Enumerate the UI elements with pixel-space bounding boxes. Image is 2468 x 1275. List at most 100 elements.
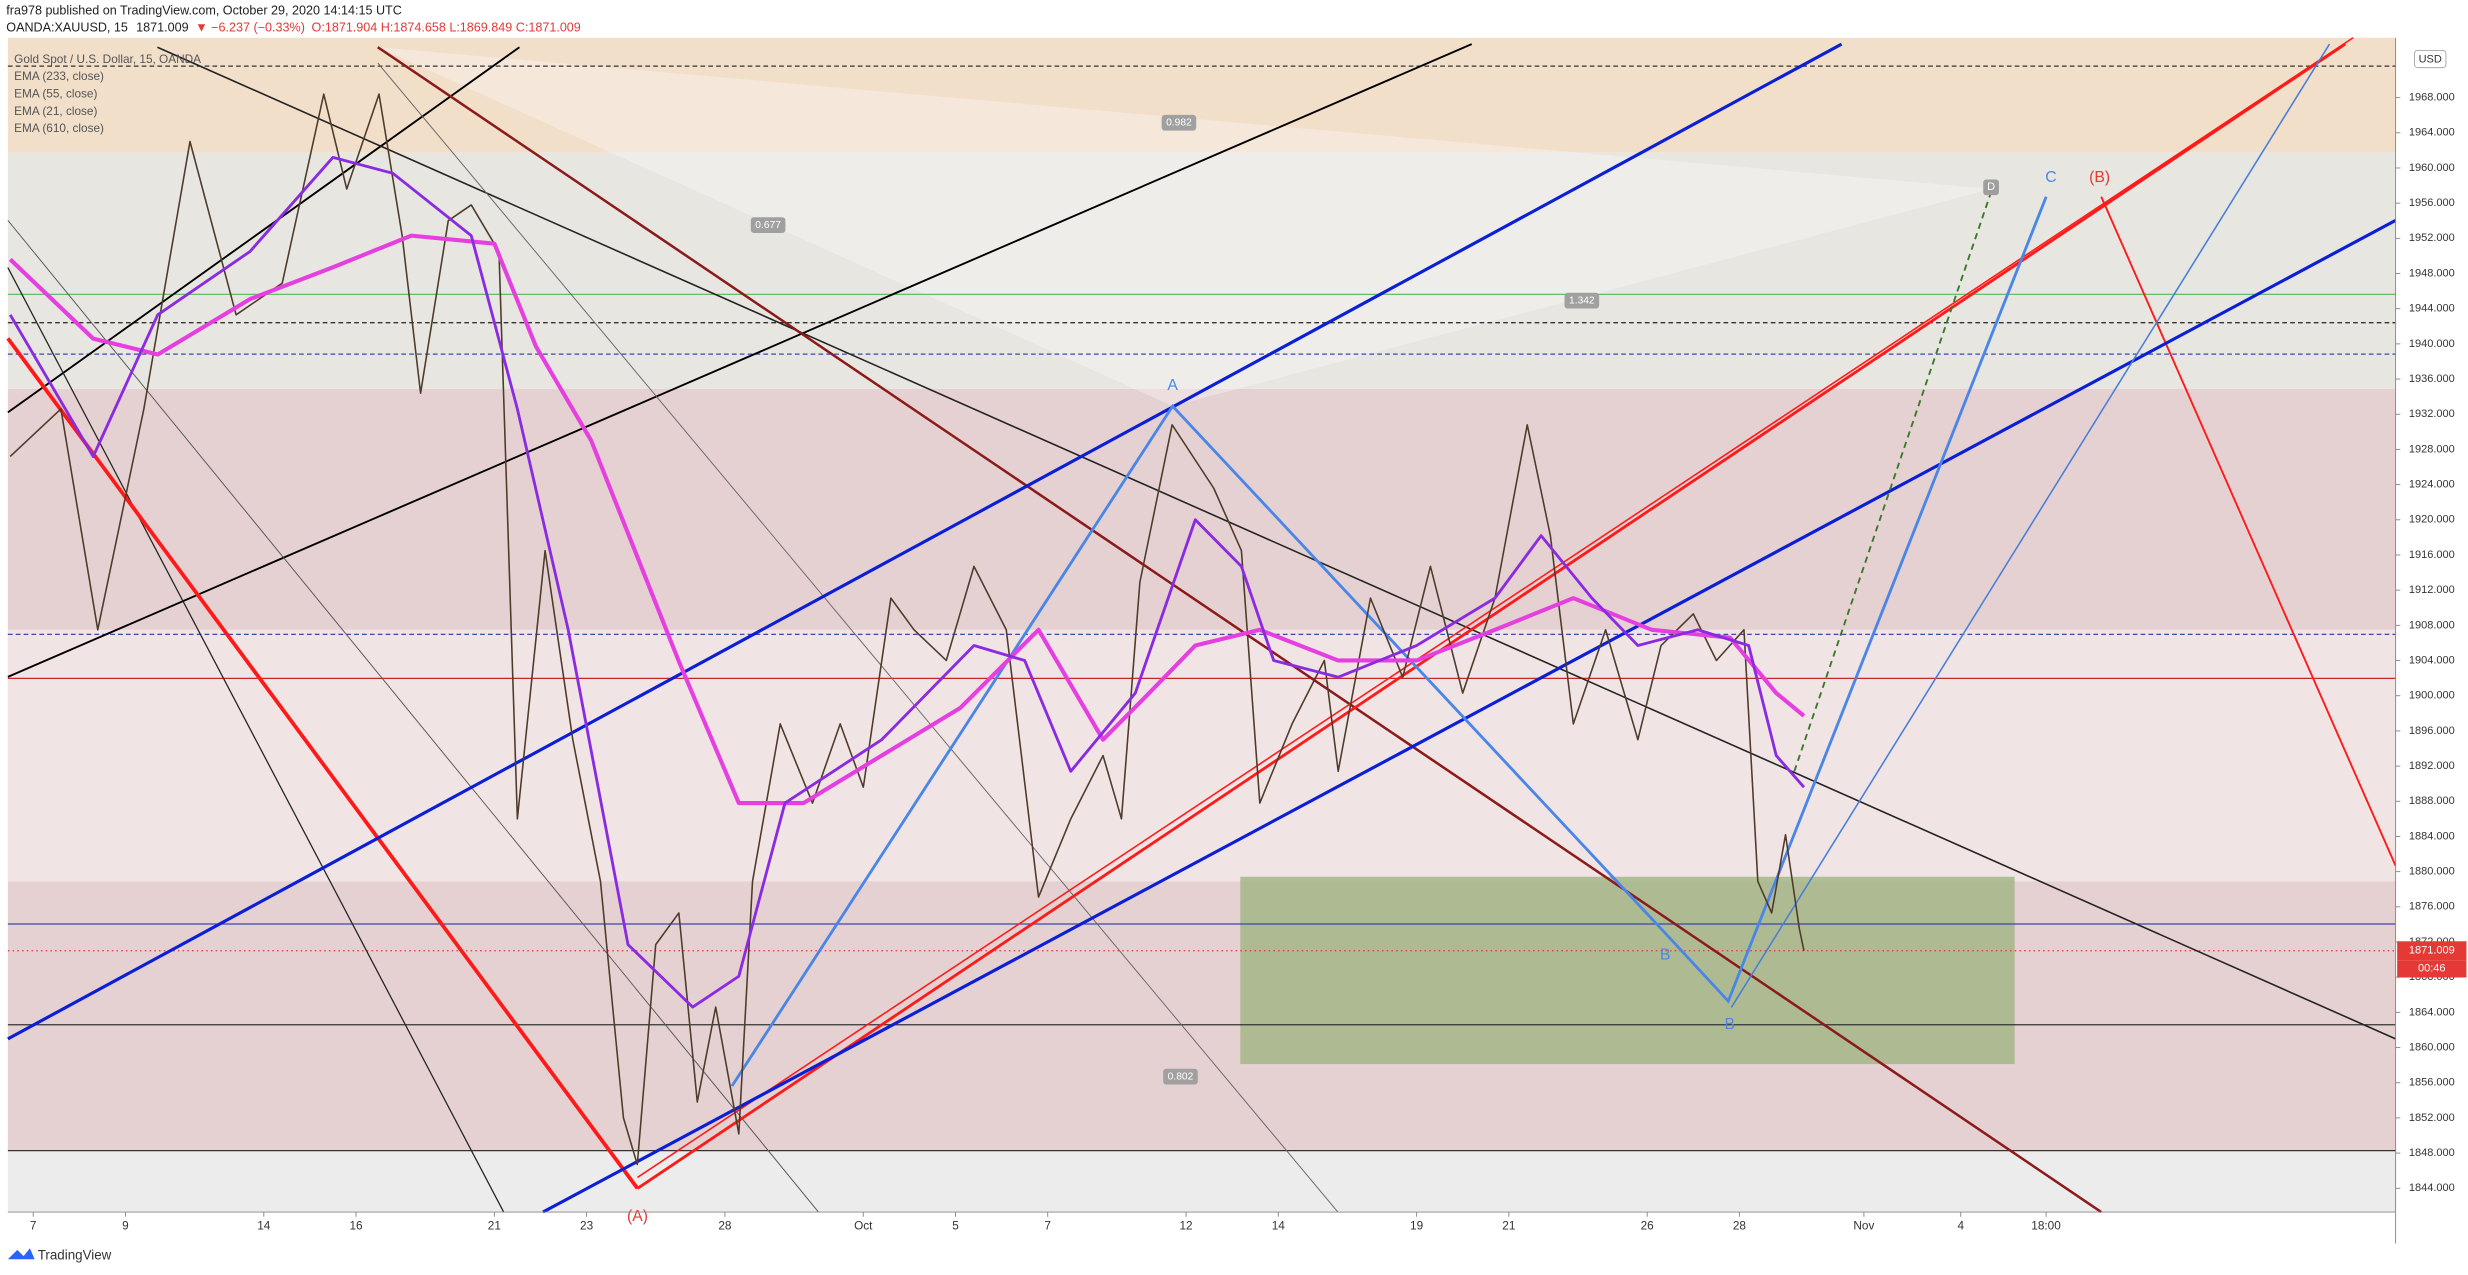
y-tick-label: 1880.000 xyxy=(2409,866,2455,878)
legend-entry: EMA (233, close) xyxy=(14,69,104,83)
pane: A B B C (A) (B) D 0.982 0.677 1.342 0.802 Gold Spo… xyxy=(6,37,2397,1225)
x-tick-label: 21 xyxy=(1502,1218,1515,1232)
projection xyxy=(1793,191,1992,772)
x-tick-label: Nov xyxy=(1853,1218,1874,1232)
ratio-box xyxy=(1163,1068,1198,1085)
y-tick-label: 1892.000 xyxy=(2409,760,2455,772)
price-axis-bg xyxy=(2395,37,2468,1244)
y-tick-label: 1860.000 xyxy=(2409,1041,2455,1053)
countdown: 00:46 xyxy=(2418,963,2446,975)
ratio-box xyxy=(1564,292,1600,309)
trendline xyxy=(377,46,2102,1214)
trendline xyxy=(157,46,2396,1040)
series-line xyxy=(9,93,1805,1166)
legend-entry: EMA (55, close) xyxy=(14,87,97,101)
x-tick-label: 19 xyxy=(1410,1218,1423,1232)
y-tick-label: 1896.000 xyxy=(2409,725,2455,737)
y-tick-label: 1876.000 xyxy=(2409,901,2455,913)
x-tick-label: 12 xyxy=(1179,1218,1192,1232)
y-tick-label: 1948.000 xyxy=(2409,267,2455,279)
trendline xyxy=(7,267,505,1213)
x-tick-label: 14 xyxy=(1272,1218,1286,1232)
ratio-label: 0.677 xyxy=(755,220,781,231)
y-tick-label: 1940.000 xyxy=(2409,338,2455,350)
y-tick-label: 1916.000 xyxy=(2409,549,2455,561)
x-tick-label: 26 xyxy=(1641,1218,1655,1232)
zone-top xyxy=(7,37,2396,153)
legend: Gold Spot / U.S. Dollar, 15, OANDA EMA (2… xyxy=(14,52,201,135)
y-tick-label: 1884.000 xyxy=(2409,830,2455,842)
author-line: fra978 published on TradingView.com, Oct… xyxy=(6,3,402,17)
legend-entry: EMA (21, close) xyxy=(14,104,97,118)
legend-entry: Gold Spot / U.S. Dollar, 15, OANDA xyxy=(14,52,201,66)
y-tick-label: 1912.000 xyxy=(2409,584,2455,596)
x-tick-label: 28 xyxy=(1733,1218,1747,1232)
point-box xyxy=(1983,179,1999,196)
y-tick-label: 1864.000 xyxy=(2409,1006,2455,1018)
y-tick-label: 1888.000 xyxy=(2409,795,2455,807)
y-tick-label: 1928.000 xyxy=(2409,443,2455,455)
zone-bottom xyxy=(7,1150,2396,1213)
ratio-label: 1.342 xyxy=(1569,295,1595,306)
axes: 1844.000 1848.000 1852.000 1856.000 1860.000… xyxy=(30,91,2467,1232)
x-tick-label: 23 xyxy=(580,1218,594,1232)
last: 1871.009 xyxy=(136,21,188,35)
trendline xyxy=(6,337,639,1190)
pattern-label: (A) xyxy=(627,1208,648,1225)
pattern-label: C xyxy=(2045,169,2056,186)
x-tick-label: 9 xyxy=(122,1218,129,1232)
y-tick-label: 1844.000 xyxy=(2409,1182,2455,1194)
y-tick-label: 1952.000 xyxy=(2409,232,2455,244)
annotations: A B B C (A) (B) D 0.982 0.677 1.342 0.802 xyxy=(627,114,2110,1225)
series-line xyxy=(9,155,1806,1009)
y-tick-label: 1924.000 xyxy=(2409,479,2455,491)
trendlines xyxy=(6,37,2397,1214)
ratio-label: 0.982 xyxy=(1166,117,1192,128)
change: ▼ −6.237 (−0.33%) xyxy=(195,21,305,35)
y-tick-label: 1904.000 xyxy=(2409,654,2455,666)
last-price: 1871.009 xyxy=(2409,945,2455,957)
ratio-box xyxy=(1161,114,1197,131)
brand: TradingView xyxy=(38,1248,112,1263)
projection-shade xyxy=(377,47,1992,407)
symbol-line: OANDA:XAUUSD, 15 1871.009 ▼ −6.237 (−0.3… xyxy=(6,21,581,35)
y-tick-label: 1848.000 xyxy=(2409,1147,2455,1159)
target-zone xyxy=(1240,876,2015,1065)
trendline xyxy=(637,37,2354,1179)
x-tick-label: 16 xyxy=(349,1218,363,1232)
x-tick-label: 14 xyxy=(257,1218,271,1232)
x-tick-label: 21 xyxy=(488,1218,501,1232)
ratio-label: 0.802 xyxy=(1168,1071,1194,1082)
y-tick-label: 1956.000 xyxy=(2409,197,2455,209)
y-tick-label: 1908.000 xyxy=(2409,619,2455,631)
y-tick-label: 1852.000 xyxy=(2409,1112,2455,1124)
pattern-label: (B) xyxy=(2089,169,2110,186)
pattern-label: B xyxy=(1725,1016,1735,1033)
y-tick-label: 1968.000 xyxy=(2409,91,2455,103)
trendline xyxy=(636,42,2347,1190)
y-tick-label: 1944.000 xyxy=(2409,303,2455,315)
y-tick-label: 1960.000 xyxy=(2409,162,2455,174)
y-tick-label: 1936.000 xyxy=(2409,373,2455,385)
y-tick-label: 1900.000 xyxy=(2409,690,2455,702)
ratio-box xyxy=(750,217,786,233)
abcd-pattern xyxy=(730,196,2048,1087)
trendline xyxy=(2100,196,2397,867)
legend-entry: EMA (610, close) xyxy=(14,121,104,135)
x-tick-label: 7 xyxy=(1044,1218,1051,1232)
symbol: OANDA:XAUUSD, 15 xyxy=(6,21,128,35)
trendline xyxy=(7,42,1843,1041)
pattern-label: D xyxy=(1987,181,1995,193)
trendline xyxy=(542,218,2397,1214)
x-tick-label: 7 xyxy=(30,1218,37,1232)
trendline xyxy=(7,46,520,414)
y-tick-label: 1856.000 xyxy=(2409,1077,2455,1089)
series xyxy=(8,93,1806,1166)
currency-box xyxy=(2414,49,2447,69)
x-tick-label: 5 xyxy=(952,1218,959,1232)
x-tick-label: 4 xyxy=(1957,1218,1964,1232)
pattern-label: B xyxy=(1660,947,1670,964)
trendline xyxy=(1730,43,2331,1008)
